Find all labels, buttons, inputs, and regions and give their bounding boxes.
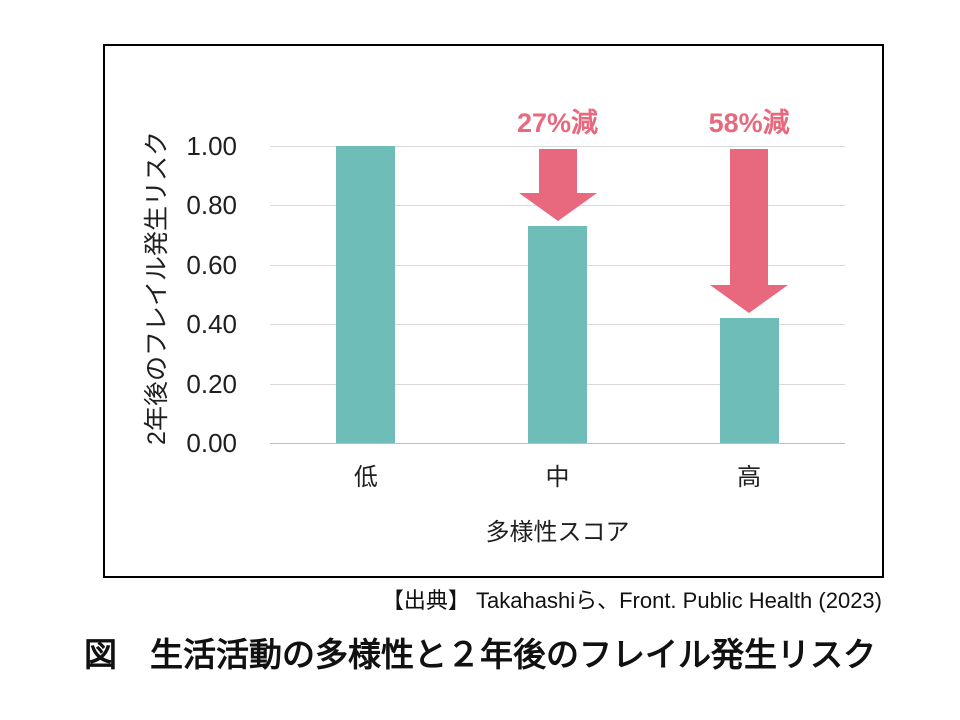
source-citation: 【出典】 Takahashiら、Front. Public Health (20… bbox=[381, 588, 882, 613]
x-category-label: 中 bbox=[545, 464, 570, 491]
chart-frame: 2年後のフレイル発生リスク 27%減 58%減 多様性スコア 1.00 0.80 0.… bbox=[103, 44, 884, 578]
reduction-arrow-shaft bbox=[730, 149, 769, 286]
reduction-arrow-shaft bbox=[538, 149, 577, 194]
x-category-label: 低 bbox=[353, 464, 378, 491]
y-tick-label: 0.20 bbox=[186, 368, 237, 399]
y-tick-label: 0.60 bbox=[186, 249, 237, 280]
y-tick-label: 0.00 bbox=[186, 428, 237, 458]
gridline bbox=[270, 443, 845, 444]
reduction-arrow-head-icon bbox=[710, 285, 789, 314]
reduction-annotation: 27%減 bbox=[516, 108, 599, 138]
reduction-annotation: 58%減 bbox=[708, 108, 790, 138]
bar-中 bbox=[528, 226, 587, 443]
reduction-arrow-head-icon bbox=[518, 193, 597, 222]
y-tick-label: 1.00 bbox=[186, 131, 237, 161]
bar-低 bbox=[336, 146, 396, 443]
y-axis-title: 2年後のフレイル発生リスク bbox=[143, 131, 171, 445]
y-tick-label: 0.40 bbox=[186, 309, 237, 340]
y-tick-label: 0.80 bbox=[186, 190, 237, 221]
x-axis-title: 多様性スコア bbox=[485, 519, 630, 546]
plot-area: 27%減 58%減 bbox=[270, 108, 845, 444]
gridline bbox=[270, 146, 845, 147]
x-category-label: 高 bbox=[737, 464, 762, 491]
bar-高 bbox=[719, 318, 779, 443]
figure-caption: 図 生活活動の多様性と２年後のフレイル発生リスク bbox=[84, 636, 876, 673]
